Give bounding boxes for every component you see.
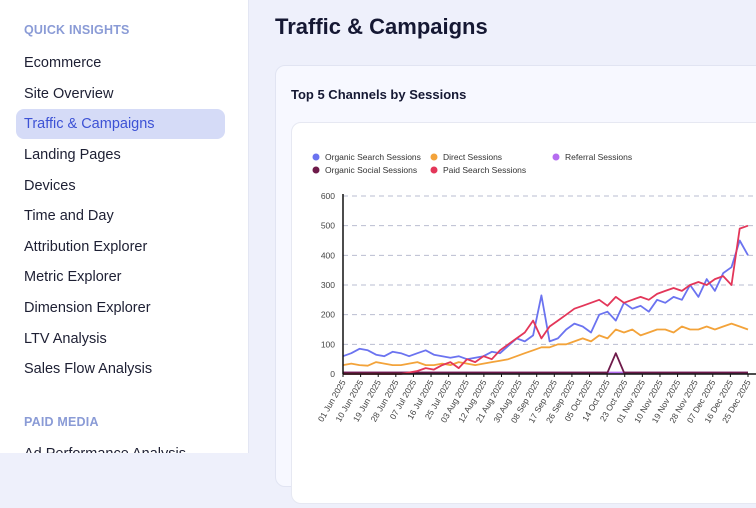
- y-tick-label: 200: [321, 310, 335, 320]
- y-tick-label: 0: [330, 369, 335, 379]
- sidebar-item-landing-pages[interactable]: Landing Pages: [24, 147, 121, 163]
- main-content: Traffic & Campaigns Top 5 Channels by Se…: [250, 0, 756, 504]
- y-tick-label: 400: [321, 250, 335, 260]
- legend-marker: [430, 166, 438, 174]
- chart-series: [342, 224, 749, 375]
- series-line[interactable]: [343, 224, 749, 375]
- legend-marker: [552, 153, 560, 161]
- chart-legend: Organic Search Sessions Direct Sessions Re…: [312, 152, 632, 175]
- page-title: Traffic & Campaigns: [275, 14, 488, 39]
- paid-media-heading: PAID MEDIA: [24, 415, 99, 429]
- y-tick-label: 100: [321, 339, 335, 349]
- sidebar-item-site-overview[interactable]: Site Overview: [24, 86, 114, 102]
- legend-label[interactable]: Referral Sessions: [565, 152, 632, 162]
- legend-marker: [312, 153, 320, 161]
- legend-label[interactable]: Organic Search Sessions: [325, 152, 421, 162]
- y-tick-label: 300: [321, 280, 335, 290]
- sidebar-item-time-and-day[interactable]: Time and Day: [24, 208, 114, 224]
- series-line[interactable]: [342, 322, 749, 367]
- y-tick-label: 600: [321, 191, 335, 201]
- sidebar-item-dimension-explorer[interactable]: Dimension Explorer: [24, 300, 151, 316]
- legend-label[interactable]: Direct Sessions: [443, 152, 502, 162]
- sidebar-item-traffic-campaigns[interactable]: Traffic & Campaigns: [16, 109, 225, 139]
- chart-container: Organic Search Sessions Direct Sessions Re…: [291, 122, 756, 504]
- sidebar-item-devices[interactable]: Devices: [24, 178, 76, 194]
- legend-marker: [312, 166, 320, 174]
- legend-label[interactable]: Organic Social Sessions: [325, 165, 417, 175]
- chart-grid: [343, 195, 756, 345]
- legend-label[interactable]: Paid Search Sessions: [443, 165, 526, 175]
- series-line[interactable]: [343, 352, 748, 374]
- quick-insights-heading: QUICK INSIGHTS: [24, 23, 130, 37]
- channels-card: Top 5 Channels by Sessions Organic Searc…: [275, 65, 756, 504]
- sidebar-item-ltv-analysis[interactable]: LTV Analysis: [24, 331, 107, 347]
- sidebar-item-ad-performance-analysis[interactable]: Ad Performance Analysis: [16, 439, 225, 453]
- sidebar-item-metric-explorer[interactable]: Metric Explorer: [24, 269, 122, 285]
- series-line[interactable]: [342, 239, 749, 361]
- sidebar-item-attribution-explorer[interactable]: Attribution Explorer: [24, 239, 148, 255]
- sidebar-item-ecommerce[interactable]: Ecommerce: [24, 55, 102, 71]
- legend-marker: [430, 153, 438, 161]
- sidebar: QUICK INSIGHTS Ecommerce Site Overview T…: [0, 0, 249, 453]
- sessions-line-chart: Organic Search Sessions Direct Sessions Re…: [312, 152, 756, 425]
- y-tick-label: 500: [321, 221, 335, 231]
- sidebar-item-sales-flow-analysis[interactable]: Sales Flow Analysis: [24, 361, 153, 377]
- card-title: Top 5 Channels by Sessions: [291, 87, 467, 102]
